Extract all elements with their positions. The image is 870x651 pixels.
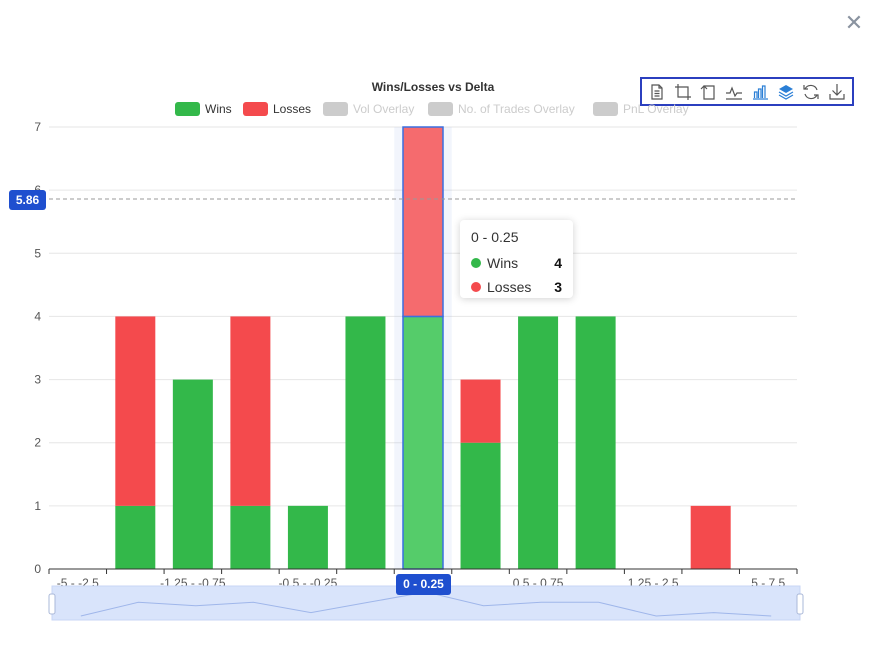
legend-swatch bbox=[593, 102, 618, 116]
y-tick-label: 0 bbox=[34, 562, 41, 576]
bar-wins-9 bbox=[575, 316, 616, 569]
bar-losses-6 bbox=[402, 126, 444, 318]
tooltip-row-losses: Losses 3 bbox=[471, 275, 562, 299]
bar-wins-7 bbox=[460, 442, 501, 569]
stack-icon[interactable] bbox=[776, 82, 796, 102]
legend-swatch bbox=[175, 102, 200, 116]
chart-toolbox bbox=[640, 77, 854, 106]
bars bbox=[115, 126, 731, 570]
y-tick-label: 1 bbox=[34, 499, 41, 513]
legend-item-no-of-trades-overlay[interactable]: No. of Trades Overlay bbox=[428, 102, 575, 116]
bar-wins-1 bbox=[115, 505, 156, 569]
legend-label: No. of Trades Overlay bbox=[458, 102, 575, 116]
legend-label: Vol Overlay bbox=[353, 102, 414, 116]
y-tick-label: 3 bbox=[34, 373, 41, 387]
tooltip-row-name: Wins bbox=[487, 255, 519, 271]
legend-swatch bbox=[428, 102, 453, 116]
bar-wins-2 bbox=[172, 379, 213, 569]
datazoom-slider bbox=[48, 585, 804, 621]
crosshair-x-badge: 0 - 0.25 bbox=[396, 574, 451, 595]
close-icon[interactable]: ✕ bbox=[844, 11, 864, 36]
legend-label: Wins bbox=[205, 102, 232, 116]
crosshair-y-badge: 5.86 bbox=[9, 190, 46, 210]
tooltip-row-wins: Wins 4 bbox=[471, 251, 562, 275]
bar-wins-8 bbox=[518, 316, 559, 569]
bar-losses-11 bbox=[690, 505, 731, 569]
zoom-reset-icon[interactable] bbox=[698, 82, 718, 102]
chart-legend: Wins Losses Vol Overlay No. of Trades Overl… bbox=[175, 102, 689, 116]
bar-wins-6 bbox=[402, 315, 444, 570]
wins-dot bbox=[471, 258, 481, 268]
bar-wins-3 bbox=[230, 505, 271, 569]
bar-wins-5 bbox=[345, 316, 386, 569]
bar-chart-icon[interactable] bbox=[750, 82, 770, 102]
bar-wins-4 bbox=[287, 505, 328, 569]
chart-title: Wins/Losses vs Delta bbox=[371, 80, 495, 94]
tooltip-title: 0 - 0.25 bbox=[471, 229, 519, 245]
legend-label: Losses bbox=[273, 102, 311, 116]
datazoom-handle-right[interactable] bbox=[796, 593, 804, 615]
tooltip-row-value: 4 bbox=[554, 255, 562, 271]
legend-swatch bbox=[243, 102, 268, 116]
legend-item-losses[interactable]: Losses bbox=[243, 102, 311, 116]
legend-item-vol-overlay[interactable]: Vol Overlay bbox=[323, 102, 414, 116]
legend-label: PnL Overlay bbox=[623, 102, 689, 116]
tooltip-row-name: Losses bbox=[487, 279, 532, 295]
data-view-icon[interactable] bbox=[647, 82, 667, 102]
zoom-icon[interactable] bbox=[673, 82, 693, 102]
chart-tooltip: 0 - 0.25 Wins 4 Losses 3 bbox=[460, 220, 573, 298]
legend-swatch bbox=[323, 102, 348, 116]
y-tick-label: 2 bbox=[34, 436, 41, 450]
line-chart-icon[interactable] bbox=[724, 82, 744, 102]
losses-dot bbox=[471, 282, 481, 292]
tooltip-row-value: 3 bbox=[554, 279, 562, 295]
y-tick-label: 5 bbox=[34, 246, 41, 260]
bar-losses-7 bbox=[460, 379, 501, 443]
restore-icon[interactable] bbox=[801, 82, 821, 102]
bar-losses-1 bbox=[115, 316, 156, 506]
bar-losses-3 bbox=[230, 316, 271, 506]
y-tick-label: 4 bbox=[34, 309, 41, 323]
download-icon[interactable] bbox=[827, 82, 847, 102]
legend-item-wins[interactable]: Wins bbox=[175, 102, 232, 116]
y-tick-label: 7 bbox=[34, 120, 41, 134]
datazoom-handle-left[interactable] bbox=[48, 593, 56, 615]
legend-item-pnl-overlay[interactable]: PnL Overlay bbox=[593, 102, 689, 116]
